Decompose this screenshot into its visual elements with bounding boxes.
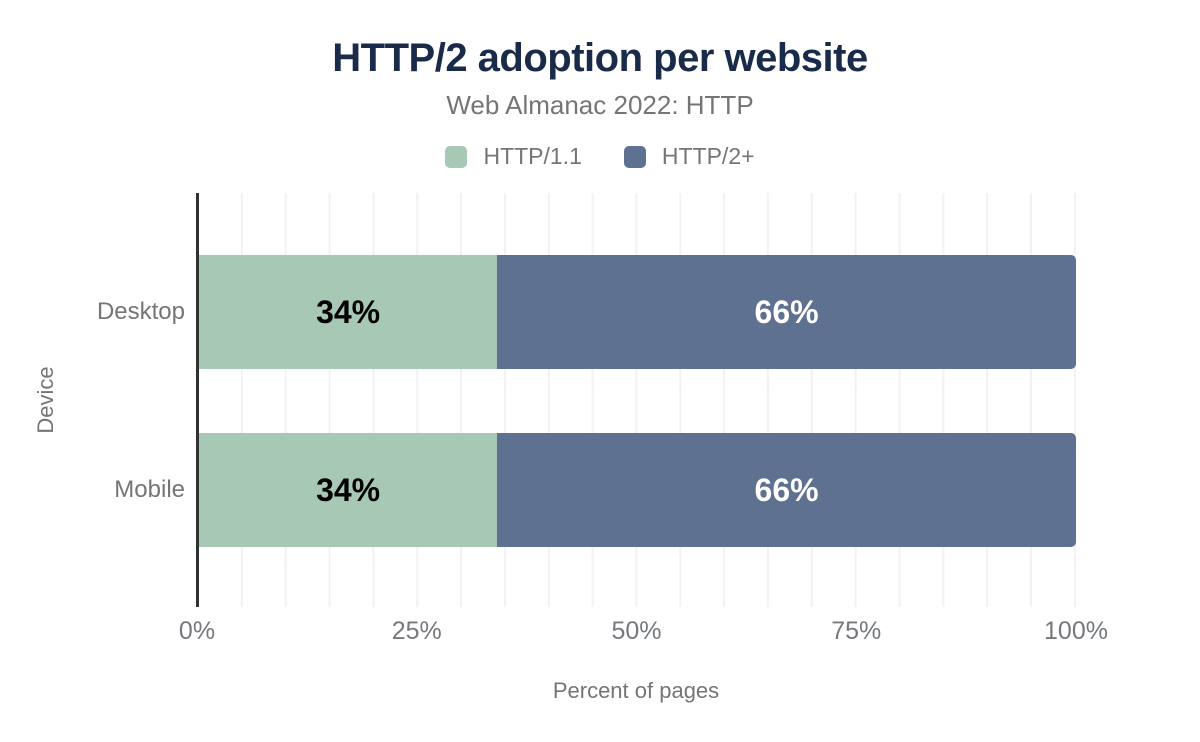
x-tick-50: 50%: [611, 617, 662, 645]
chart-subtitle: Web Almanac 2022: HTTP: [446, 90, 754, 120]
chart-title: HTTP/2 adoption per website: [332, 36, 868, 80]
legend-item-http2plus: HTTP/2+: [623, 143, 755, 170]
bar-mobile: 34% 66%: [199, 433, 1076, 547]
legend-swatch-http2plus: [623, 145, 646, 168]
x-tick-75: 75%: [831, 617, 882, 645]
bar-mobile-http2plus-segment: 66%: [497, 433, 1076, 547]
legend-item-http11: HTTP/1.1: [445, 143, 582, 170]
category-labels: Desktop Mobile: [0, 193, 185, 607]
plot-area: 34% 66% 34% 66%: [196, 193, 1076, 607]
legend-swatch-http11: [445, 145, 468, 168]
legend-label-http11: HTTP/1.1: [483, 143, 582, 169]
x-tick-100: 100%: [1044, 617, 1108, 645]
bar-mobile-http11-segment: 34%: [199, 433, 498, 547]
x-axis-title: Percent of pages: [552, 678, 720, 703]
category-label-mobile: Mobile: [114, 476, 185, 503]
x-axis-ticks: 0% 25% 50% 75% 100%: [179, 617, 1108, 645]
x-tick-25: 25%: [391, 617, 442, 645]
segment-value-label: 66%: [754, 471, 819, 508]
legend: HTTP/1.1 HTTP/2+: [0, 143, 1200, 170]
bar-desktop-http11-segment: 34%: [199, 255, 498, 369]
category-label-desktop: Desktop: [96, 298, 185, 325]
legend-label-http2plus: HTTP/2+: [661, 143, 755, 169]
bar-desktop-http2plus-segment: 66%: [497, 255, 1076, 369]
bar-desktop: 34% 66%: [199, 255, 1076, 369]
segment-value-label: 66%: [754, 293, 819, 330]
segment-value-label: 34%: [316, 293, 381, 330]
segment-value-label: 34%: [316, 471, 381, 508]
x-tick-0: 0%: [178, 617, 216, 645]
